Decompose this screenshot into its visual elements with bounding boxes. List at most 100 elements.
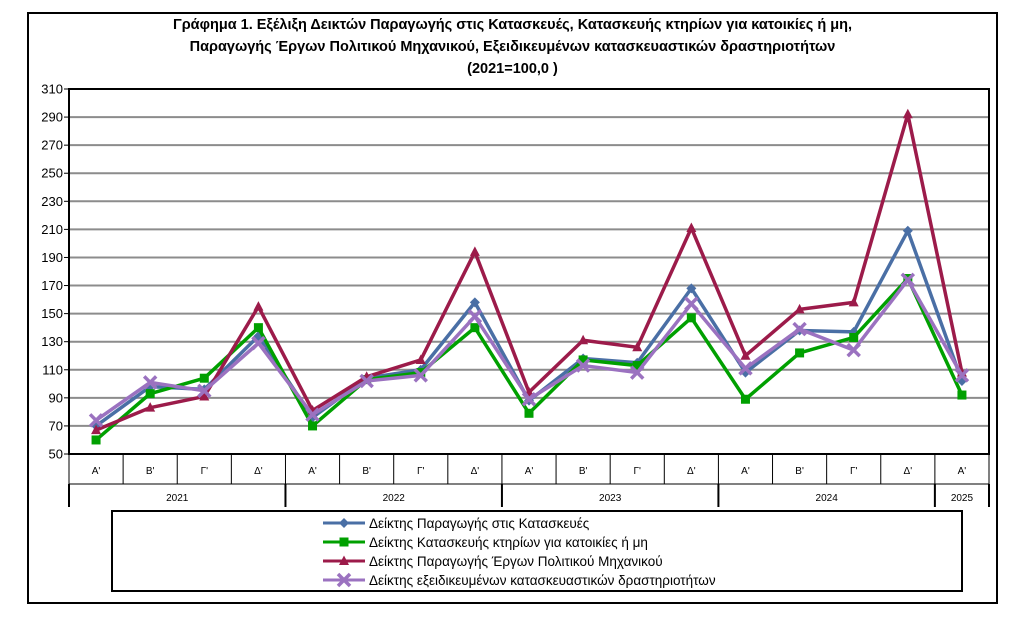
marker-stroke [197,383,212,399]
marker-stroke [88,413,104,428]
ytick-label: 170 [41,278,63,293]
ytick-label: 70 [49,418,63,433]
xtick-label: Α' [525,466,534,477]
ytick-label: 90 [49,390,63,405]
xtick-label: Γ' [850,466,858,477]
legend-label-specialised: Δείκτης εξειδικευμένων κατασκευαστικών δ… [369,572,716,588]
data-point-buildings [849,332,859,342]
data-point-specialised [197,383,212,399]
chart-title: Γράφημα 1. Εξέλιξη Δεικτών Παραγωγής στι… [27,14,998,80]
series-buildings [91,274,967,445]
series-civil-engineering [91,108,967,435]
data-point-civil-engineering [902,108,913,119]
legend-swatch-marker [339,555,349,565]
ytick-label: 150 [41,306,63,321]
data-point-civil-engineering [578,334,589,345]
data-point-buildings [524,408,534,418]
marker-stroke [142,375,158,390]
data-point-civil-engineering [145,402,156,412]
data-point-buildings [957,390,967,400]
data-point-buildings [686,313,696,323]
data-point-civil-engineering [740,350,751,360]
title-line-1: Γράφημα 1. Εξέλιξη Δεικτών Παραγωγής στι… [173,17,852,33]
data-point-construction [686,283,697,294]
marker-stroke [359,373,374,389]
data-point-specialised [305,407,320,422]
xtick-label: Δ' [904,466,913,477]
xtick-label: Β' [146,466,155,477]
xtick-label: Δ' [687,466,696,477]
marker-stroke [629,365,645,380]
xtick-label: Α' [92,466,101,477]
marker-stroke [305,407,320,422]
marker-stroke [251,335,266,351]
year-label: 2021 [166,493,189,504]
data-point-specialised [792,321,807,337]
data-point-construction [902,225,913,236]
data-point-specialised [88,413,104,428]
data-point-civil-engineering [199,390,210,401]
legend-swatch-specialised [323,572,365,588]
legend-item-buildings: Δείκτης Κατασκευής κτηρίων για κατοικίες… [323,533,648,551]
data-point-specialised [738,361,753,376]
data-point-civil-engineering [415,354,426,364]
legend-swatch-buildings [323,537,365,547]
data-point-specialised [467,309,483,324]
xtick-label: Β' [579,466,588,477]
data-point-civil-engineering [632,341,643,352]
data-point-specialised [900,272,916,288]
xtick-label: Α' [741,466,750,477]
legend-swatch-civil-engineering [323,555,365,565]
data-point-buildings [145,389,155,399]
ytick-label: 230 [41,194,63,209]
xtick-label: Δ' [254,466,263,477]
data-point-buildings [795,348,805,358]
title-line-3: (2021=100,0 ) [467,61,558,77]
marker-stroke [900,272,916,288]
xtick-label: Γ' [417,466,425,477]
legend-swatch-marker [336,572,352,588]
data-point-civil-engineering [469,246,480,256]
data-point-buildings [632,361,642,371]
legend-swatch-construction [323,518,365,528]
data-point-specialised [846,342,861,358]
year-label: 2022 [383,493,406,504]
data-point-construction [469,297,480,308]
xtick-label: Α' [958,466,967,477]
year-label: 2023 [599,493,622,504]
data-point-specialised [251,335,266,351]
data-point-civil-engineering [848,296,859,307]
data-point-specialised [575,358,591,373]
chart-frame [27,12,998,604]
data-point-buildings [740,394,750,404]
title-line-2: Παραγωγής Έργων Πολιτικού Μηχανικού, Εξε… [189,39,836,55]
data-point-specialised [954,368,970,383]
axes: 50 70 90 110 130 150 170 190 210 230 250 270 290 310 Α… [41,82,990,507]
marker-stroke [413,368,429,383]
data-point-buildings [416,368,426,378]
marker-stroke [467,309,483,324]
legend-item-civil-engineering: Δείκτης Παραγωγής Έργων Πολιτικού Μηχανι… [323,552,663,570]
ytick-label: 250 [41,166,63,181]
ytick-label: 290 [41,110,63,125]
legend-label-construction: Δείκτης Παραγωγής στις Κατασκευές [369,515,590,531]
legend-label-civil-engineering: Δείκτης Παραγωγής Έργων Πολιτικού Μηχανι… [369,553,663,569]
legend-swatch-marker [339,518,349,528]
data-point-specialised [142,375,158,390]
xtick-label: Δ' [471,466,480,477]
data-point-specialised [521,392,537,407]
data-point-buildings [199,373,209,383]
xtick-label: Β' [362,466,371,477]
ytick-label: 310 [41,82,63,97]
data-point-civil-engineering [91,424,102,435]
data-point-specialised [629,365,645,380]
data-point-civil-engineering [686,222,697,232]
year-label: 2025 [951,493,974,504]
series-specialised [88,272,970,428]
marker-stroke [575,358,591,373]
xtick-label: Α' [308,466,317,477]
ytick-label: 190 [41,250,63,265]
year-label: 2024 [816,493,839,504]
legend-label-buildings: Δείκτης Κατασκευής κτηρίων για κατοικίες… [369,534,648,550]
marker-stroke [684,296,699,312]
